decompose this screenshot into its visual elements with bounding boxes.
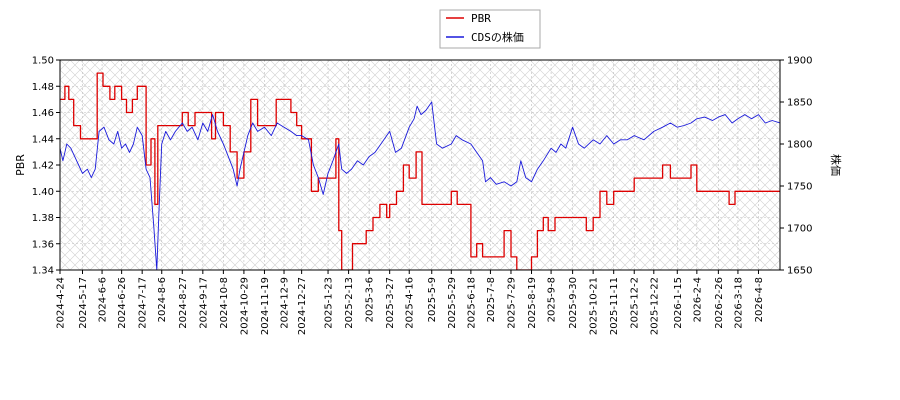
x-tick-label: 2024-9-17 xyxy=(198,277,209,329)
left-tick-label: 1.46 xyxy=(32,108,54,119)
x-tick-label: 2024-8-27 xyxy=(178,277,189,329)
x-tick-label: 2025-3-6 xyxy=(365,277,376,322)
x-tick-label: 2025-10-21 xyxy=(589,277,600,335)
x-tick-label: 2024-7-17 xyxy=(138,277,149,329)
x-tick-label: 2024-12-27 xyxy=(297,277,308,335)
legend: PBR CDSの株価 xyxy=(439,9,541,49)
right-axis-title: 株価 xyxy=(829,154,843,176)
x-tick-label: 2024-4-24 xyxy=(56,277,67,329)
left-tick-label: 1.44 xyxy=(32,134,54,145)
left-tick-label: 1.40 xyxy=(32,187,54,198)
left-tick-label: 1.34 xyxy=(32,266,54,277)
x-tick-label: 2024-8-6 xyxy=(157,277,168,322)
right-axis: 1650 1700 1750 1800 1850 1900 xyxy=(780,56,812,277)
x-tick-label: 2024-6-26 xyxy=(117,277,128,329)
series-layer xyxy=(60,72,780,270)
x-tick-label: 2025-9-30 xyxy=(568,277,579,329)
x-tick-label: 2025-1-23 xyxy=(324,277,335,329)
x-tick-label: 2025-5-9 xyxy=(427,277,438,322)
x-tick-label: 2025-2-13 xyxy=(344,277,355,329)
x-tick-label: 2024-6-6 xyxy=(98,277,109,322)
left-axis-title: PBR xyxy=(14,154,27,176)
x-tick-label: 2024-5-17 xyxy=(78,277,89,329)
x-tick-label: 2025-8-19 xyxy=(527,277,538,329)
x-tick-label: 2026-4-8 xyxy=(754,277,765,322)
legend-label-pbr: PBR xyxy=(471,12,491,25)
x-tick-label: 2026-2-26 xyxy=(714,277,725,329)
left-axis: 1.34 1.36 1.38 1.40 1.42 1.44 1.46 1.48 1.50 xyxy=(32,56,60,277)
x-axis: 2024-4-24 2024-5-17 2024-6-6 2024-6-26 2024-… xyxy=(56,270,765,335)
series-line-pbr xyxy=(60,72,780,270)
right-tick-label: 1650 xyxy=(787,266,812,277)
right-tick-label: 1900 xyxy=(787,56,812,67)
x-tick-label: 2025-4-16 xyxy=(405,277,416,329)
legend-label-price: CDSの株価 xyxy=(471,30,524,44)
x-tick-label: 2026-3-18 xyxy=(733,277,744,329)
x-tick-label: 2024-10-29 xyxy=(239,277,250,335)
x-tick-label: 2026-1-15 xyxy=(673,277,684,329)
right-tick-label: 1750 xyxy=(787,182,812,193)
right-tick-label: 1850 xyxy=(787,98,812,109)
x-tick-label: 2025-9-8 xyxy=(547,277,558,322)
left-tick-label: 1.48 xyxy=(32,82,54,93)
right-tick-label: 1700 xyxy=(787,224,812,235)
left-tick-label: 1.50 xyxy=(32,56,54,67)
x-tick-label: 2025-12-22 xyxy=(649,277,660,335)
left-tick-label: 1.36 xyxy=(32,239,54,250)
left-tick-label: 1.42 xyxy=(32,161,54,172)
x-tick-label: 2025-6-18 xyxy=(466,277,477,329)
x-tick-label: 2025-7-8 xyxy=(486,277,497,322)
x-tick-label: 2025-7-29 xyxy=(506,277,517,329)
right-tick-label: 1800 xyxy=(787,140,812,151)
x-tick-label: 2025-12-2 xyxy=(630,277,641,329)
left-tick-label: 1.38 xyxy=(32,213,54,224)
series-line-price xyxy=(60,101,780,270)
x-tick-label: 2025-11-11 xyxy=(609,277,620,335)
x-tick-label: 2024-12-9 xyxy=(280,277,291,329)
x-tick-label: 2025-3-27 xyxy=(385,277,396,329)
x-tick-label: 2025-5-29 xyxy=(447,277,458,329)
legend-box xyxy=(439,9,541,49)
x-tick-label: 2024-10-8 xyxy=(219,277,230,329)
x-tick-label: 2024-11-19 xyxy=(260,277,271,335)
x-tick-label: 2026-2-4 xyxy=(692,277,703,322)
